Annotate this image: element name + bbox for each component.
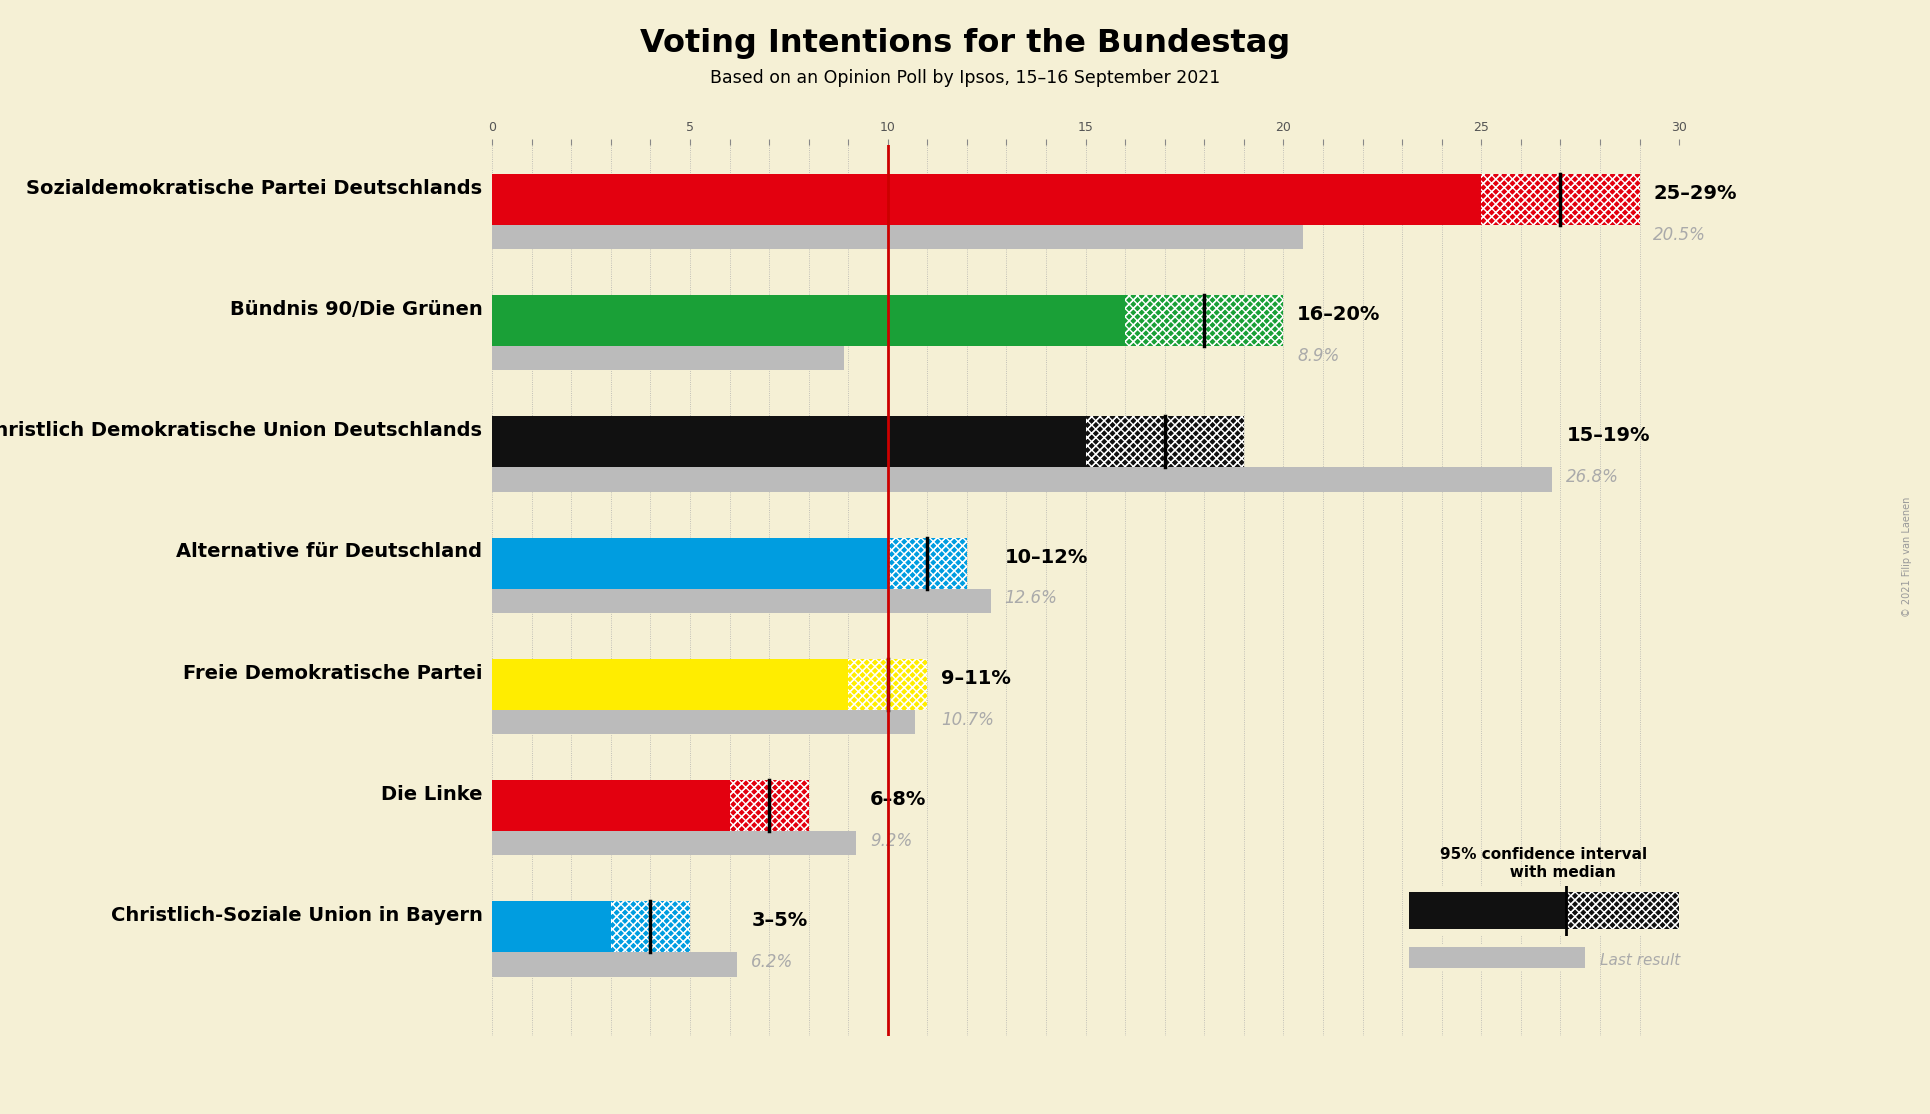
Bar [1480,174,1639,225]
Bar [847,658,926,710]
Bar [1085,417,1243,468]
Bar [492,417,1085,468]
Text: Christlich-Soziale Union in Bayern: Christlich-Soziale Union in Bayern [110,907,482,926]
Bar [492,658,847,710]
Bar [888,538,967,588]
Text: 6.2%: 6.2% [751,954,793,971]
Text: 15–19%: 15–19% [1567,427,1650,446]
Bar [492,901,610,952]
Bar [492,710,915,734]
Text: Die Linke: Die Linke [380,785,482,804]
Bar [730,780,809,831]
Text: Based on an Opinion Poll by Ipsos, 15–16 September 2021: Based on an Opinion Poll by Ipsos, 15–16… [710,69,1220,87]
Bar [847,658,926,710]
Text: 9–11%: 9–11% [942,668,1011,687]
Bar [492,831,857,856]
Text: 26.8%: 26.8% [1567,468,1619,486]
Bar [1565,892,1679,929]
Text: 9.2%: 9.2% [870,832,913,850]
Text: 10.7%: 10.7% [942,711,994,729]
Text: 12.6%: 12.6% [1004,589,1058,607]
Bar [492,538,888,588]
Text: Bündnis 90/Die Grünen: Bündnis 90/Die Grünen [230,300,482,319]
Bar [492,468,1552,491]
Bar [492,295,1125,346]
Bar [492,225,1303,250]
Text: Sozialdemokratische Partei Deutschlands: Sozialdemokratische Partei Deutschlands [27,178,482,198]
Bar [492,346,843,370]
Bar [610,901,691,952]
Bar [1085,417,1243,468]
Text: 16–20%: 16–20% [1297,305,1380,324]
Bar [492,588,990,613]
Bar [1125,295,1283,346]
Bar [492,780,730,831]
Bar [492,952,737,977]
Bar [610,901,691,952]
Text: 20.5%: 20.5% [1654,225,1706,244]
Text: 95% confidence interval
       with median: 95% confidence interval with median [1440,847,1648,880]
Text: Alternative für Deutschland: Alternative für Deutschland [176,543,482,561]
Bar [888,538,967,588]
Bar [1565,892,1679,929]
Text: Voting Intentions for the Bundestag: Voting Intentions for the Bundestag [641,28,1289,59]
Bar [1409,892,1565,929]
Text: 25–29%: 25–29% [1654,184,1737,203]
Text: Freie Demokratische Partei: Freie Demokratische Partei [183,664,482,683]
Bar [1409,947,1585,968]
Bar [1480,174,1639,225]
Bar [730,780,809,831]
Text: Christlich Demokratische Union Deutschlands: Christlich Demokratische Union Deutschla… [0,421,482,440]
Bar [1125,295,1283,346]
Text: 10–12%: 10–12% [1004,548,1089,567]
Text: © 2021 Filip van Laenen: © 2021 Filip van Laenen [1901,497,1913,617]
Text: 6–8%: 6–8% [870,790,926,809]
Text: Last result: Last result [1600,952,1681,968]
Text: 8.9%: 8.9% [1297,346,1339,364]
Text: 3–5%: 3–5% [751,911,807,930]
Bar [492,174,1480,225]
